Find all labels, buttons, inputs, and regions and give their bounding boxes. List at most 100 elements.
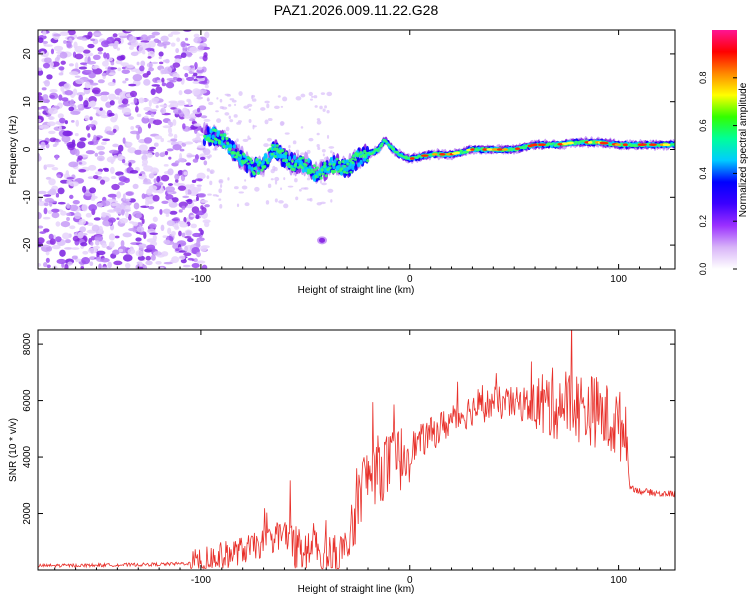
track-blob (308, 165, 312, 170)
track-blob (264, 153, 268, 160)
noise-blob (139, 65, 145, 72)
track-blob (326, 168, 330, 171)
noise-blob (143, 137, 153, 144)
noise-blob (96, 145, 106, 151)
noise-blob (117, 144, 124, 152)
noise-blob (263, 143, 269, 148)
noise-blob (64, 263, 69, 269)
noise-blob (198, 227, 203, 232)
noise-blob (206, 175, 210, 180)
noise-blob (206, 168, 211, 172)
track-blob (312, 170, 316, 174)
noise-blob (87, 141, 94, 145)
noise-blob (120, 240, 125, 248)
noise-blob (186, 76, 195, 81)
track-blob (290, 159, 294, 163)
track-blob (304, 163, 308, 167)
noise-blob (314, 105, 318, 108)
noise-blob (195, 178, 203, 182)
noise-blob (78, 218, 87, 226)
noise-blob (38, 119, 42, 123)
noise-blob (72, 88, 78, 96)
noise-blob (92, 54, 101, 61)
noise-blob (280, 105, 284, 108)
track-blob (387, 143, 391, 147)
noise-blob (101, 266, 108, 269)
snr-data (38, 330, 675, 570)
noise-blob (47, 210, 53, 214)
noise-blob (92, 174, 99, 180)
noise-blob (136, 61, 140, 66)
noise-blob (136, 132, 140, 141)
track-blob (366, 159, 370, 163)
noise-blob (61, 135, 71, 143)
noise-blob (136, 113, 142, 118)
noise-blob (51, 244, 61, 250)
noise-blob (184, 72, 189, 78)
noise-blob (170, 42, 176, 47)
noise-blob (159, 208, 163, 215)
noise-blob (101, 40, 111, 48)
noise-blob (89, 116, 93, 121)
noise-blob (111, 183, 120, 191)
noise-blob (203, 118, 211, 122)
noise-blob (101, 211, 107, 218)
noise-blob (96, 250, 106, 256)
noise-blob (328, 146, 335, 149)
colorbar-label: Normalized spectral amplitude (738, 82, 749, 217)
noise-blob (174, 58, 182, 64)
noise-blob (107, 193, 118, 198)
noise-blob (151, 31, 161, 36)
noise-blob (198, 105, 207, 111)
noise-blob (70, 110, 81, 115)
bottom-x-axis-label: Height of straight line (km) (298, 584, 415, 595)
noise-blob (53, 33, 62, 37)
noise-blob (169, 210, 178, 215)
noise-blob (132, 73, 143, 82)
noise-blob (87, 133, 91, 138)
noise-blob (58, 94, 63, 101)
noise-blob (39, 124, 50, 130)
noise-blob (185, 162, 192, 166)
bottom-x-tick-label: -100 (191, 575, 211, 586)
noise-blob (306, 149, 311, 154)
noise-blob (129, 170, 139, 174)
noise-blob (138, 45, 146, 54)
noise-blob (151, 84, 160, 87)
noise-blob (204, 204, 210, 208)
noise-blob (92, 106, 100, 110)
track-blob (261, 160, 265, 165)
track-blob (301, 156, 305, 160)
noise-blob (115, 96, 120, 100)
track-blob (284, 151, 288, 156)
track-blob (266, 161, 270, 165)
track-blob (321, 172, 325, 176)
noise-blob (88, 204, 98, 212)
noise-blob (203, 221, 210, 228)
noise-blob (71, 255, 78, 260)
noise-blob (129, 90, 138, 98)
noise-blob (68, 106, 75, 112)
noise-blob (130, 126, 135, 130)
track-blob (263, 164, 267, 169)
noise-blob (170, 230, 176, 237)
noise-blob (140, 34, 149, 42)
noise-blob (241, 185, 248, 190)
noise-blob (279, 121, 285, 127)
noise-blob (165, 213, 170, 217)
noise-blob (109, 100, 115, 106)
noise-blob (114, 113, 118, 121)
noise-blob (67, 261, 73, 266)
noise-blob (55, 154, 59, 161)
noise-blob (127, 248, 136, 255)
noise-blob (66, 176, 75, 180)
noise-blob (197, 193, 207, 198)
track-blob (284, 158, 289, 162)
noise-blob (219, 204, 223, 209)
noise-blob (186, 198, 193, 205)
track-blob (238, 154, 242, 157)
noise-blob (82, 250, 89, 255)
track-blob (389, 145, 393, 149)
noise-blob (149, 232, 159, 235)
